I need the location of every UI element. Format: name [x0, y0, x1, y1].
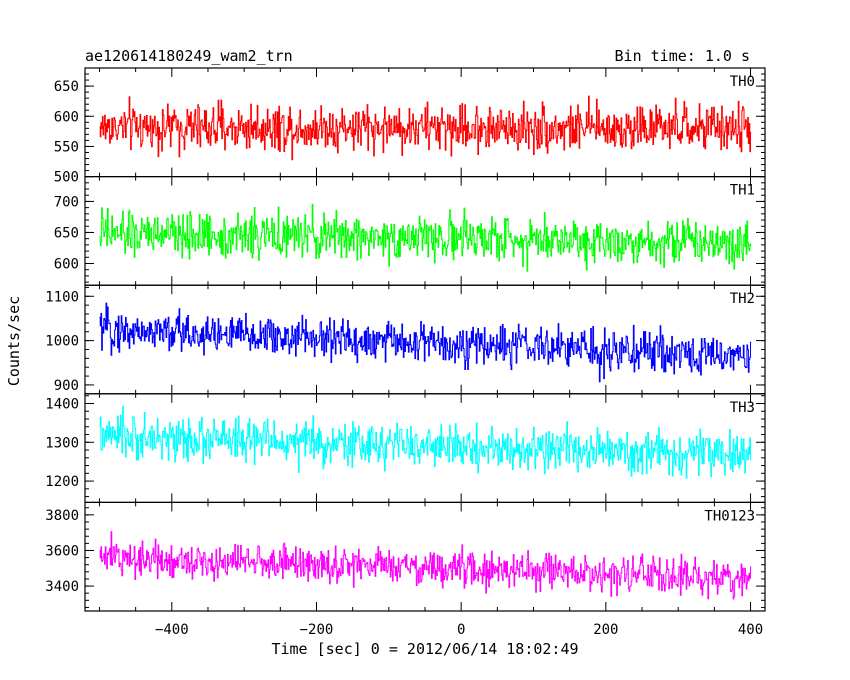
panels-group: 500 550 600 650 TH0 600 650 700 TH1 900 1000 1100 TH…	[45, 67, 766, 612]
y-tick-label: 1200	[45, 474, 79, 490]
panel-label-th1: TH1	[730, 183, 755, 199]
panel-label-th0123: TH0123	[704, 508, 755, 524]
y-tick-label: 550	[54, 139, 79, 155]
y-tick-label: 1400	[45, 396, 79, 412]
panel-th0123: 3400 3600 3800 TH0123	[45, 501, 766, 612]
y-tick-label: 650	[54, 79, 79, 95]
y-tick-label: 1300	[45, 435, 79, 451]
x-tick-label: 0	[457, 622, 465, 638]
x-tick-label: 400	[738, 622, 763, 638]
x-axis: −400 −200 0 200 400	[155, 622, 763, 638]
panel-label-th0: TH0	[730, 74, 755, 90]
y-tick-label: 3400	[45, 579, 79, 595]
series-line-th0123	[99, 531, 752, 600]
x-tick-label: 200	[593, 622, 618, 638]
series-line-th1	[99, 203, 752, 272]
panel-th0: 500 550 600 650 TH0	[54, 67, 766, 186]
x-axis-title: Time [sec] 0 = 2012/06/14 18:02:49	[271, 640, 578, 658]
series-line-th2	[99, 302, 752, 383]
panel-th2: 900 1000 1100 TH2	[45, 284, 766, 395]
series-line-th3	[99, 405, 752, 479]
y-axis-title: Counts/sec	[5, 296, 23, 386]
y-tick-label: 600	[54, 109, 79, 125]
y-tick-label: 1100	[45, 289, 79, 305]
y-tick-label: 600	[54, 256, 79, 272]
x-tick-label: −400	[155, 622, 189, 638]
panel-th1: 600 650 700 TH1	[54, 176, 766, 286]
panel-label-th3: TH3	[730, 400, 755, 416]
y-tick-label: 3800	[45, 508, 79, 524]
y-tick-label: 650	[54, 225, 79, 241]
y-tick-label: 700	[54, 194, 79, 210]
series-line-th0	[99, 95, 752, 161]
panel-th3: 1200 1300 1400 TH3	[45, 393, 766, 503]
y-tick-label: 900	[54, 378, 79, 394]
panel-label-th2: TH2	[730, 291, 755, 307]
y-tick-label: 3600	[45, 543, 79, 559]
bin-time-label: Bin time: 1.0 s	[615, 47, 750, 65]
y-tick-label: 500	[54, 170, 79, 186]
x-tick-label: −200	[300, 622, 334, 638]
chart-title: ae120614180249_wam2_trn	[85, 47, 293, 65]
y-tick-label: 1000	[45, 334, 79, 350]
